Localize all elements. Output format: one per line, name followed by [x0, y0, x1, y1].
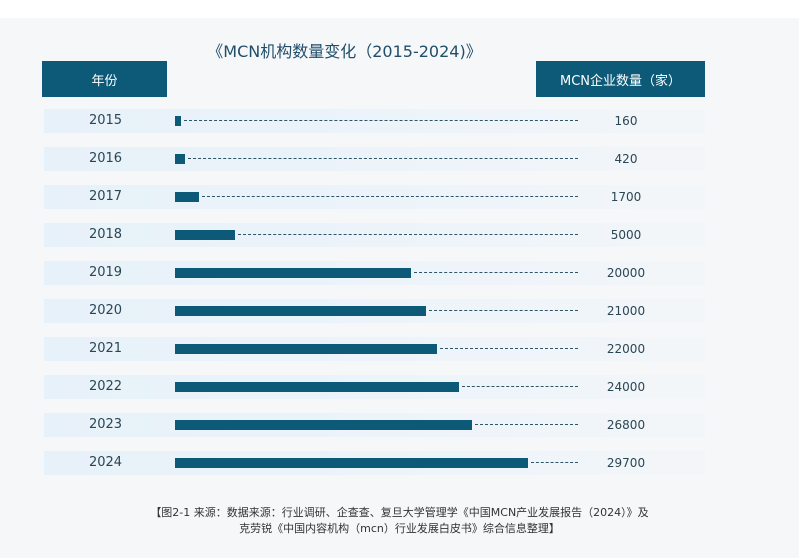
table-row: 2018 5000 [44, 223, 705, 247]
value-cell: 21000 [606, 304, 646, 318]
year-cell: 2022 [88, 379, 123, 394]
leader-line [475, 424, 578, 425]
leader-line [414, 272, 578, 273]
table-row: 2024 29700 [44, 451, 705, 475]
table-row: 2021 22000 [44, 337, 705, 361]
chart-title-text: 《MCN机构数量变化（2015-2024)》 [207, 42, 482, 61]
year-cell: 2015 [88, 113, 123, 128]
year-cell: 2021 [88, 341, 123, 356]
value-cell: 26800 [606, 418, 646, 432]
value-bar [175, 344, 437, 354]
leader-line [440, 348, 578, 349]
value-bar [175, 154, 185, 164]
leader-line [238, 234, 578, 235]
leader-line [429, 310, 578, 311]
value-bar [175, 420, 472, 430]
table-row: 2020 21000 [44, 299, 705, 323]
value-cell: 5000 [610, 228, 642, 242]
value-cell: 29700 [606, 456, 646, 470]
leader-line [184, 120, 578, 121]
value-cell: 1700 [610, 190, 642, 204]
caption-line-2: 克劳锐《中国内容机构（mcn）行业发展白皮书》综合信息整理】 [239, 522, 560, 535]
leader-line [462, 386, 578, 387]
leader-line [202, 196, 578, 197]
year-column-header: 年份 [42, 61, 167, 97]
value-bar [175, 382, 459, 392]
source-caption: 【图2-1 来源：数据来源：行业调研、企查查、复旦大学管理学《中国MCN产业发展… [0, 505, 799, 537]
value-cell: 160 [614, 114, 638, 128]
year-cell: 2017 [88, 189, 123, 204]
table-row: 2019 20000 [44, 261, 705, 285]
chart-title: 《MCN机构数量变化（2015-2024)》 [0, 38, 799, 62]
value-bar [175, 458, 528, 468]
row-background [44, 185, 705, 209]
value-cell: 22000 [606, 342, 646, 356]
value-cell: 24000 [606, 380, 646, 394]
year-cell: 2024 [88, 455, 123, 470]
year-cell: 2018 [88, 227, 123, 242]
table-row: 2023 26800 [44, 413, 705, 437]
caption-line-1: 【图2-1 来源：数据来源：行业调研、企查查、复旦大学管理学《中国MCN产业发展… [150, 506, 649, 519]
table-row: 2017 1700 [44, 185, 705, 209]
value-cell: 420 [614, 152, 638, 166]
value-bar [175, 268, 411, 278]
value-bar [175, 192, 199, 202]
table-row: 2022 24000 [44, 375, 705, 399]
value-bar [175, 306, 426, 316]
leader-line [531, 462, 578, 463]
value-bar [175, 230, 235, 240]
year-cell: 2023 [88, 417, 123, 432]
value-cell: 20000 [606, 266, 646, 280]
year-cell: 2016 [88, 151, 123, 166]
count-column-header: MCN企业数量（家） [536, 61, 705, 97]
chart-panel [0, 18, 799, 558]
leader-line [188, 158, 578, 159]
table-row: 2016 420 [44, 147, 705, 171]
row-background [44, 223, 705, 247]
row-background [44, 109, 705, 133]
year-cell: 2019 [88, 265, 123, 280]
value-bar [175, 116, 181, 126]
year-cell: 2020 [88, 303, 123, 318]
table-row: 2015 160 [44, 109, 705, 133]
row-background [44, 147, 705, 171]
